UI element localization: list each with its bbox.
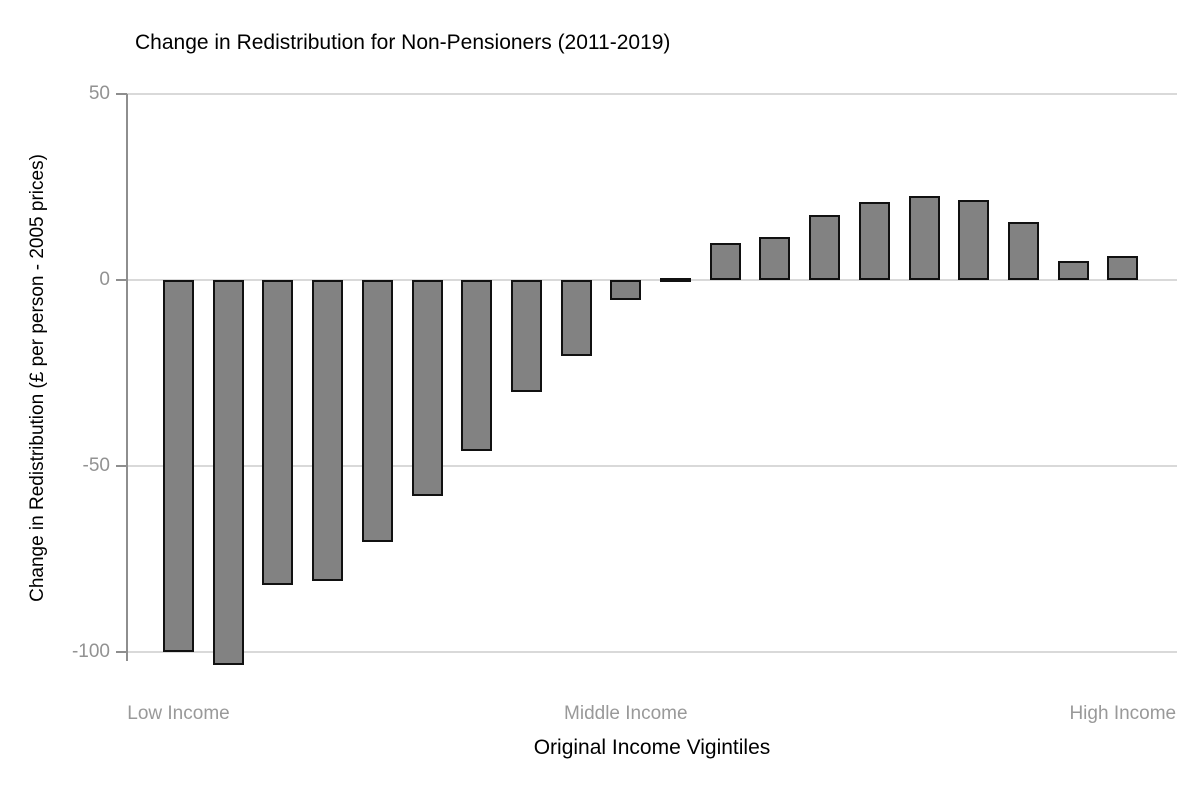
bar-vigintile-13 xyxy=(759,237,791,280)
bar-vigintile-17 xyxy=(958,200,990,280)
y-tick-label--50: -50 xyxy=(82,455,110,476)
bar-vigintile-2 xyxy=(212,280,244,666)
bar-vigintile-4 xyxy=(312,280,344,582)
bar-vigintile-8 xyxy=(510,280,542,392)
y-tick-0 xyxy=(116,279,127,281)
bar-vigintile-11 xyxy=(660,278,691,283)
bar-vigintile-14 xyxy=(809,214,841,280)
bar-vigintile-5 xyxy=(361,280,393,543)
x-axis-title: Original Income Vigintiles xyxy=(533,736,771,759)
bar-vigintile-16 xyxy=(908,196,940,280)
chart-title: Change in Redistribution for Non-Pension… xyxy=(135,31,671,54)
y-tick-label-0: 0 xyxy=(99,269,110,290)
y-axis-line xyxy=(126,94,128,661)
bar-vigintile-10 xyxy=(610,280,642,301)
bar-vigintile-9 xyxy=(560,280,592,357)
y-tick--50 xyxy=(116,465,127,467)
x-tick-label-low-income: Low Income xyxy=(127,703,230,724)
gridline-y--50 xyxy=(127,465,1177,467)
bar-vigintile-15 xyxy=(858,201,890,280)
bar-vigintile-18 xyxy=(1007,222,1039,280)
gridline-y-50 xyxy=(127,93,1177,95)
y-axis-title: Change in Redistribution (£ per person -… xyxy=(27,154,48,602)
bar-vigintile-1 xyxy=(163,280,194,652)
gridline-y-0 xyxy=(127,279,1177,281)
bar-vigintile-20 xyxy=(1107,255,1139,280)
bar-vigintile-3 xyxy=(262,280,294,586)
x-tick-label-high-income: High Income xyxy=(1069,703,1177,724)
y-tick-50 xyxy=(116,93,127,95)
bar-vigintile-19 xyxy=(1057,261,1089,280)
bar-vigintile-7 xyxy=(461,280,493,452)
y-tick--100 xyxy=(116,651,127,653)
bar-vigintile-6 xyxy=(411,280,443,496)
bar-vigintile-12 xyxy=(709,242,741,280)
gridline-y--100 xyxy=(127,651,1177,653)
plot-area xyxy=(116,93,1177,668)
x-tick-label-middle-income: Middle Income xyxy=(564,703,688,724)
y-tick-label--100: -100 xyxy=(71,641,110,662)
y-tick-label-50: 50 xyxy=(88,83,110,104)
